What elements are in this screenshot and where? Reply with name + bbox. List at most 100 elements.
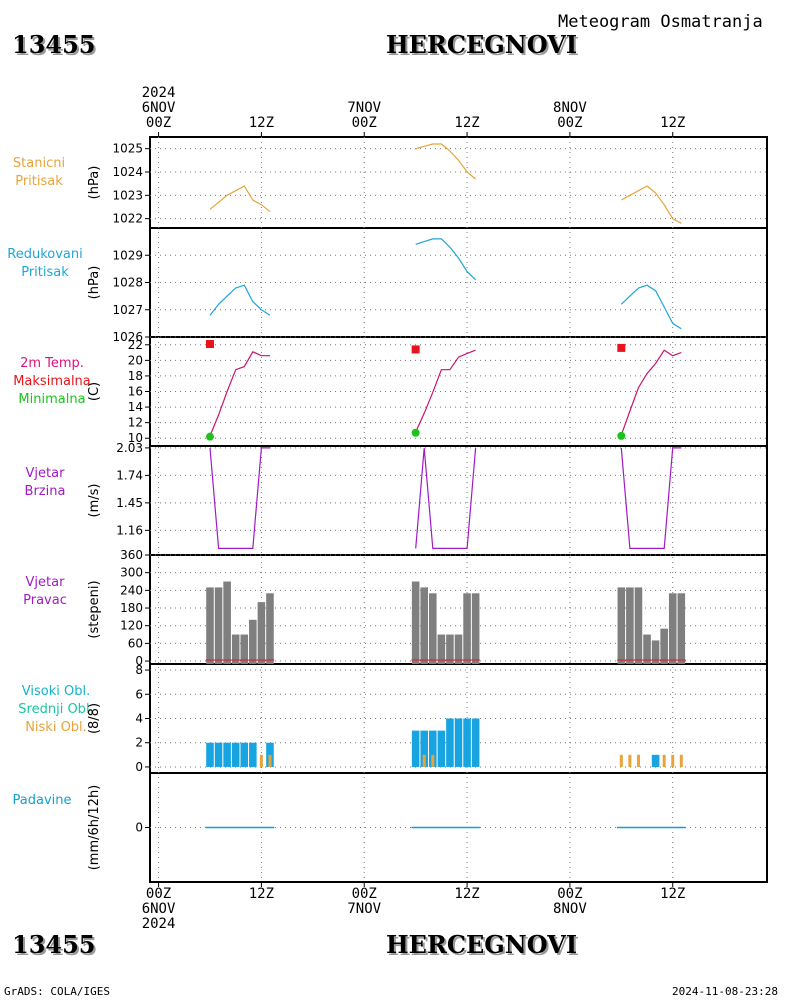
time-tick-label: 7NOV 00Z: [347, 100, 382, 131]
station-id-bottom: 13455: [12, 930, 96, 959]
low-cloud-bar: [422, 754, 426, 767]
label-wind-speed: Vjetar Brzina: [0, 465, 90, 501]
high-cloud-bar: [249, 742, 257, 767]
wind-direction-bar: [454, 634, 463, 664]
y-axis-unit-label: (8/8): [87, 703, 102, 734]
y-tick-label: 1028: [112, 276, 143, 290]
wind-direction-bar: [643, 634, 651, 664]
low-cloud-bar: [431, 754, 435, 767]
series-line: [415, 238, 477, 281]
time-tick-label: 00Z 8NOV: [553, 886, 587, 917]
series-line: [209, 447, 270, 550]
y-tick-label: 2: [135, 736, 143, 750]
high-cloud-bar: [463, 718, 471, 767]
wind-direction-bar: [651, 640, 660, 664]
label-clouds: Visoki Obl. Srednji Obl. Niski Obl.: [0, 683, 112, 737]
wind-direction-bar: [429, 593, 437, 664]
y-tick-label: 1029: [112, 248, 143, 262]
y-tick-label: 1024: [112, 165, 143, 179]
y-tick-label: 18: [128, 369, 143, 383]
panel-label-line: 2m Temp.: [20, 356, 84, 371]
wind-direction-bar: [266, 593, 274, 664]
y-tick-label: 8: [135, 663, 143, 677]
series-line: [620, 447, 682, 550]
max-temp-marker: [617, 343, 626, 352]
time-tick-label: 8NOV 00Z: [553, 100, 587, 131]
panel-label-line: Pritisak: [21, 265, 69, 280]
y-tick-label: 0: [135, 760, 143, 774]
series-line: [209, 351, 270, 437]
low-cloud-bar: [662, 754, 666, 767]
wind-direction-bar: [257, 602, 266, 664]
y-tick-label: 4: [135, 712, 143, 726]
y-tick-label: 1027: [112, 303, 143, 317]
wind-direction-bar: [206, 587, 214, 664]
wind-direction-bar: [214, 587, 223, 664]
y-tick-label: 360: [120, 548, 143, 562]
label-reduced-pressure: Redukovani Pritisak: [0, 246, 90, 282]
wind-direction-bar: [446, 634, 454, 664]
y-tick-label: 1026: [112, 330, 143, 344]
label-wind-direction: Vjetar Pravac: [0, 574, 90, 610]
y-axis-unit-label: (m/s): [87, 484, 102, 518]
y-tick-label: 240: [120, 583, 143, 597]
chart-subtitle: Meteogram Osmatranja: [558, 12, 763, 32]
render-timestamp: 2024-11-08-23:28: [672, 985, 778, 998]
label-precipitation: Padavine: [0, 792, 84, 810]
chart-frame: [149, 136, 768, 883]
station-name-top: HERCEGNOVI: [386, 30, 578, 59]
time-tick-label: 00Z 7NOV: [347, 886, 382, 917]
wind-direction-bar: [420, 587, 429, 664]
panel-label-line: Pritisak: [15, 174, 63, 189]
time-tick-label: 12Z: [248, 115, 275, 131]
max-temp-marker: [205, 340, 214, 349]
low-cloud-bar: [268, 754, 272, 767]
panel-label-line: Vjetar: [25, 466, 65, 481]
high-cloud-bar: [446, 718, 454, 767]
series-line: [620, 349, 682, 436]
high-cloud-bar: [651, 754, 660, 767]
y-tick-label: 1023: [112, 188, 143, 202]
time-tick-label: 12Z: [248, 886, 275, 902]
time-tick-label: 12Z: [660, 115, 686, 131]
y-tick-label: 120: [120, 619, 143, 633]
y-tick-label: 1.74: [116, 468, 143, 482]
low-cloud-bar: [636, 754, 640, 767]
station-id-top: 13455: [12, 30, 96, 59]
panel-label-line: Brzina: [24, 484, 66, 499]
panel-label-line: Niski Obl.: [25, 720, 87, 735]
wind-direction-bar: [223, 581, 231, 664]
panel-label-line: Redukovani: [7, 247, 83, 262]
min-temp-marker: [617, 431, 626, 440]
panel-label-line: Padavine: [12, 793, 72, 808]
y-tick-label: 1.16: [116, 523, 143, 537]
series-line: [415, 143, 476, 180]
low-cloud-bar: [628, 754, 632, 767]
y-tick-label: 180: [120, 601, 143, 615]
y-tick-label: 16: [128, 385, 143, 399]
wind-direction-bar: [437, 634, 446, 664]
label-station-pressure: Stanicni Pritisak: [0, 155, 78, 191]
y-tick-label: 1022: [112, 212, 143, 226]
panel-label-line: Stanicni: [12, 156, 66, 171]
y-axis-unit-label: (stepeni): [87, 580, 102, 638]
low-cloud-bar: [619, 754, 623, 767]
high-cloud-bar: [206, 742, 214, 767]
high-cloud-bar: [437, 730, 446, 767]
time-tick-label: 12Z: [454, 115, 480, 131]
y-tick-label: 12: [128, 416, 143, 430]
wind-direction-bar: [617, 587, 626, 664]
low-cloud-bar: [679, 754, 683, 767]
high-cloud-bar: [231, 742, 240, 767]
series-line: [209, 185, 271, 213]
high-cloud-bar: [471, 718, 480, 767]
y-tick-label: 60: [128, 636, 143, 650]
wind-direction-bar: [411, 581, 420, 664]
wind-direction-bar: [634, 587, 643, 664]
high-cloud-bar: [240, 742, 249, 767]
y-tick-label: 1.45: [116, 496, 143, 510]
high-cloud-bar: [411, 730, 420, 767]
software-credit: GrADS: COLA/IGES: [4, 985, 110, 998]
wind-direction-bar: [471, 593, 480, 664]
